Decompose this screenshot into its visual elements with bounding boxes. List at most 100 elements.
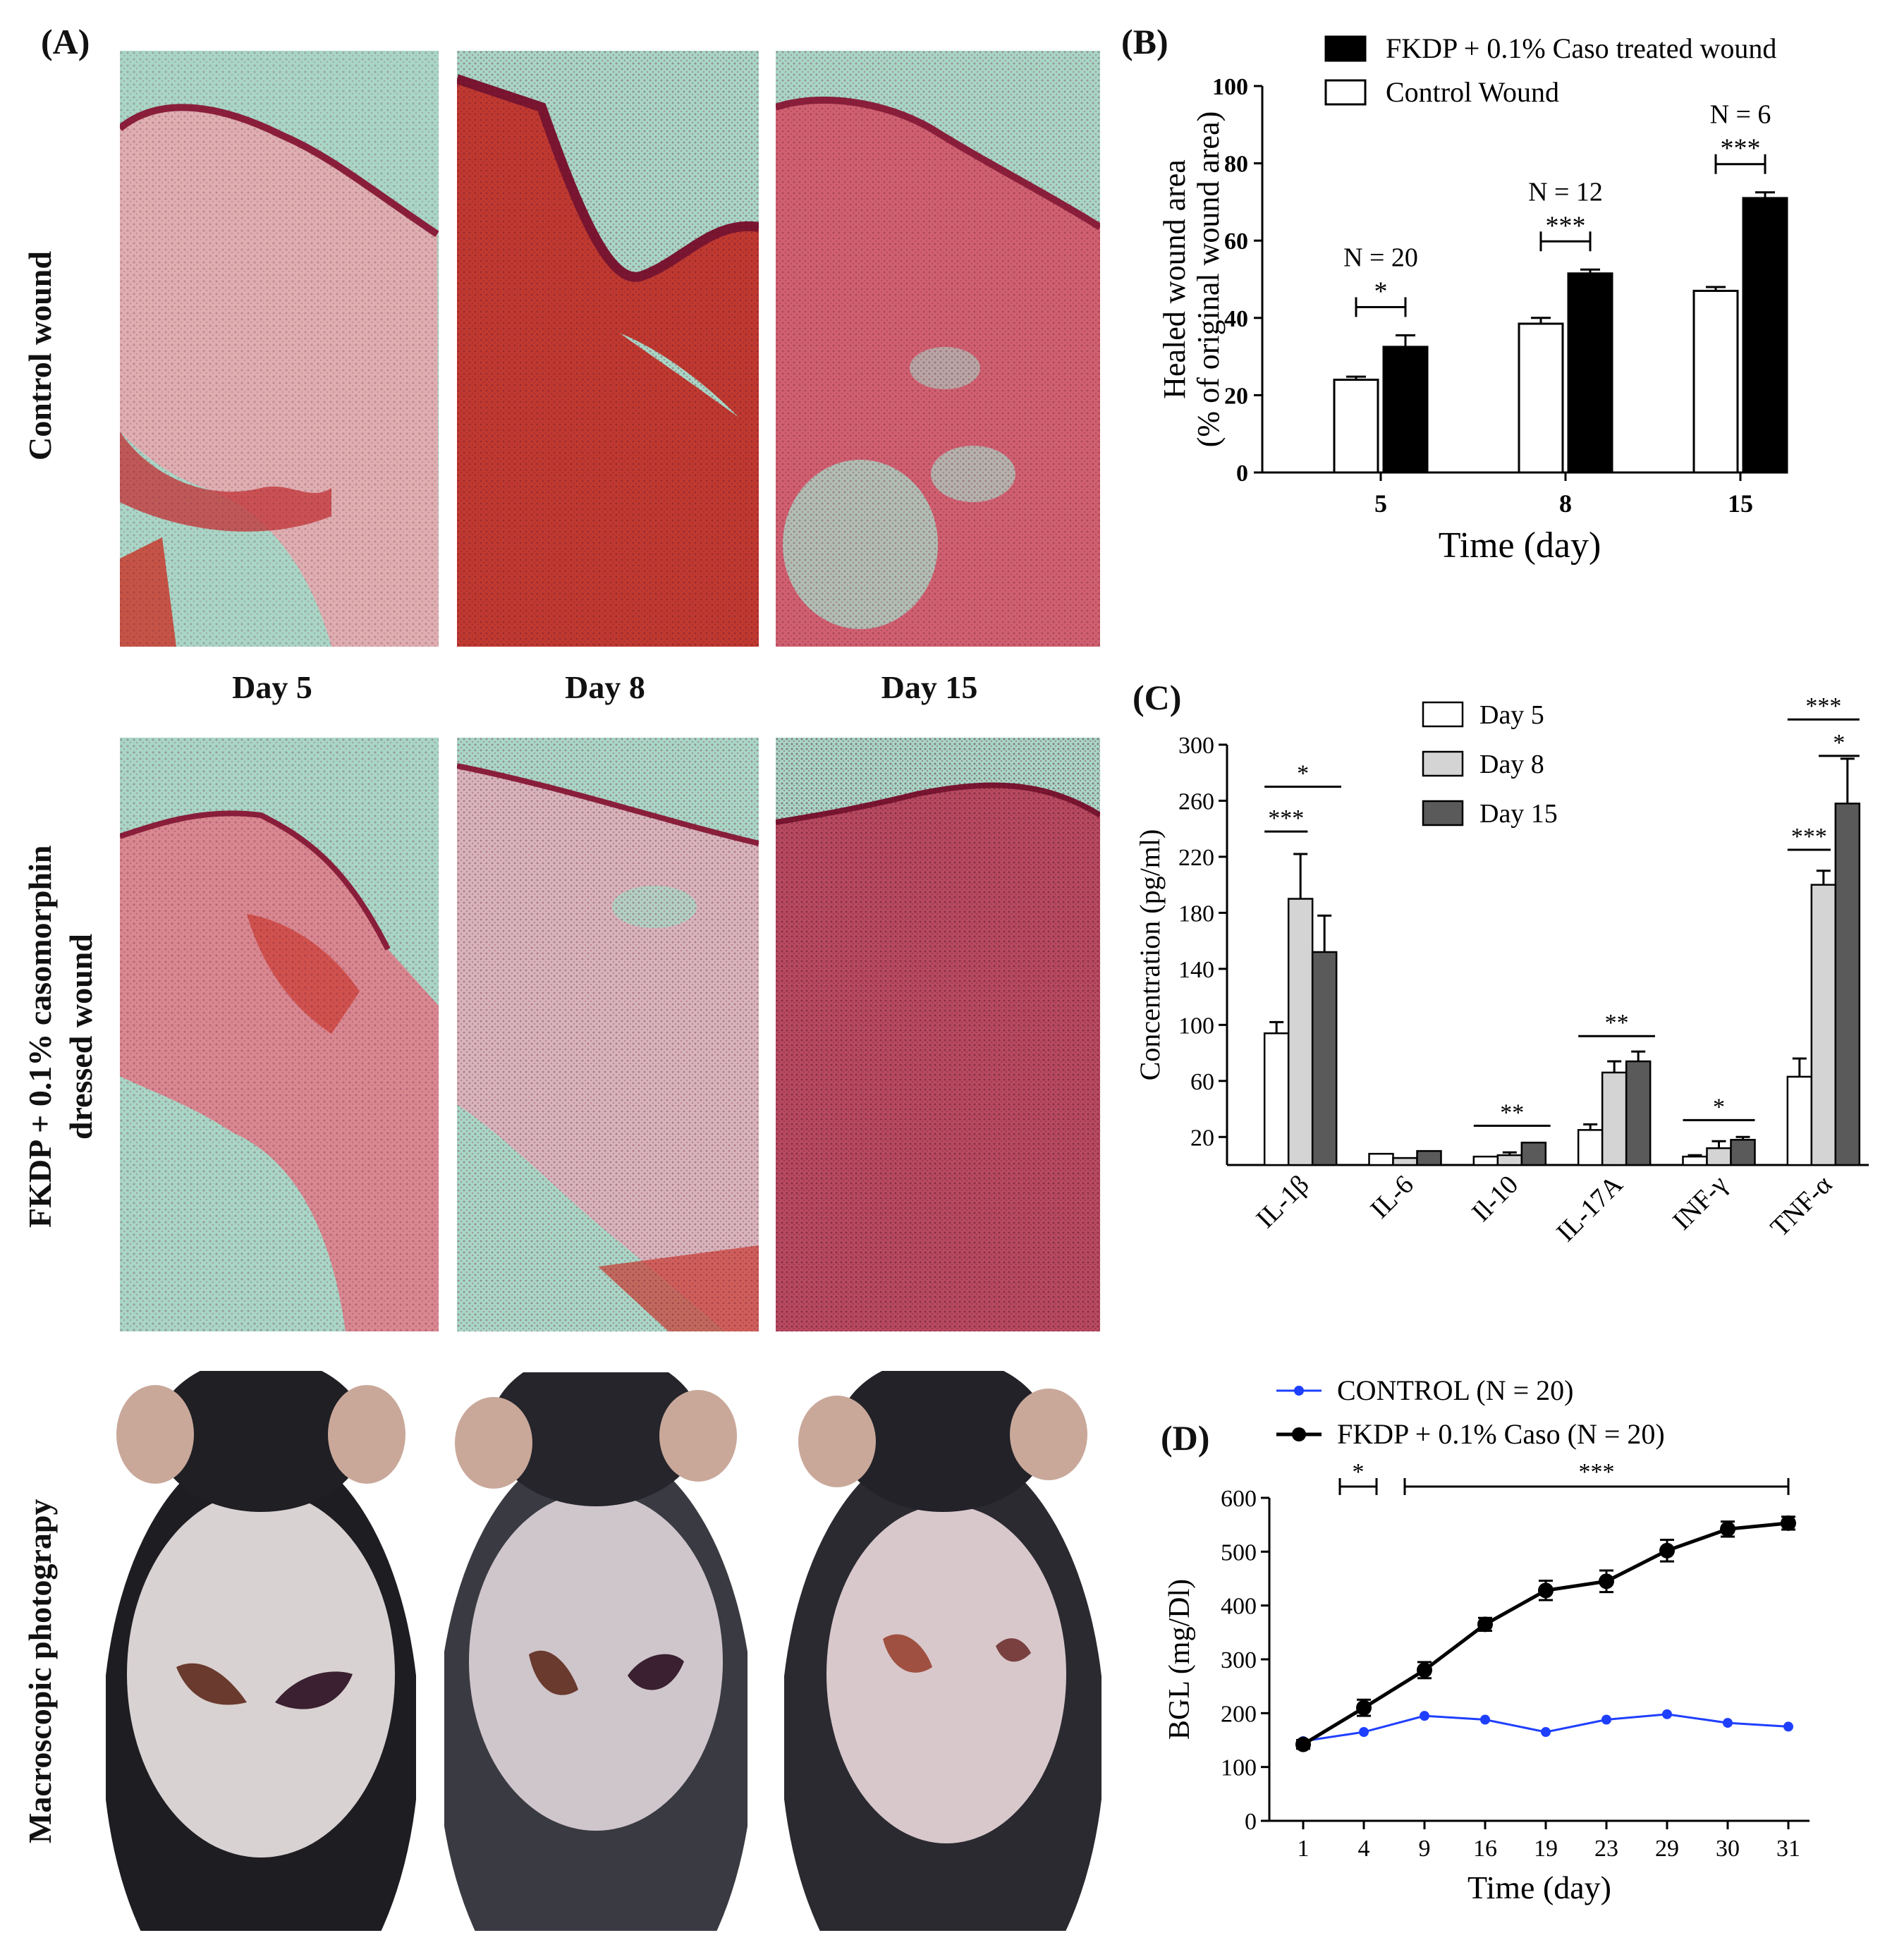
d-point — [1538, 1582, 1554, 1599]
b-y-tick-label: 80 — [1224, 152, 1248, 178]
d-legend-label: FKDP + 0.1% Caso (N = 20) — [1337, 1418, 1665, 1450]
d-point — [1720, 1521, 1735, 1537]
b-y-tick-label: 60 — [1224, 228, 1248, 255]
d-point — [1480, 1714, 1490, 1725]
c-bar — [1311, 951, 1338, 1166]
histology-control-day15 — [776, 51, 1100, 647]
day-label-15: Day 15 — [881, 669, 978, 705]
c-y-tick-label: 140 — [1178, 957, 1214, 983]
d-y-tick-label: 600 — [1221, 1486, 1257, 1512]
c-sig-label: * — [1297, 761, 1309, 787]
b-legend-swatch — [1324, 35, 1367, 62]
panel-c-letter: (C) — [1133, 678, 1182, 717]
day-label-5: Day 5 — [232, 669, 312, 705]
d-x-tick-label: 31 — [1776, 1836, 1800, 1862]
d-sig-label: *** — [1579, 1459, 1615, 1485]
c-y-tick-label: 260 — [1178, 788, 1214, 815]
b-x-tick-label: 5 — [1374, 489, 1387, 518]
d-x-tick-label: 19 — [1534, 1836, 1558, 1862]
d-x-tick-label: 16 — [1473, 1836, 1497, 1862]
b-bar — [1333, 378, 1379, 474]
d-point — [1723, 1718, 1733, 1728]
c-sig-label: *** — [1268, 805, 1304, 831]
c-legend-label: Day 8 — [1479, 750, 1544, 779]
panel-a-letter: (A) — [41, 22, 90, 61]
b-x-tick-label: 15 — [1728, 489, 1753, 518]
b-n-label: N = 12 — [1528, 177, 1603, 207]
c-legend-swatch — [1422, 701, 1464, 728]
b-legend-label: Control Wound — [1386, 76, 1559, 108]
c-y-tick-label: 300 — [1178, 733, 1214, 759]
c-legend-swatch — [1422, 800, 1464, 826]
macro-photo-day8 — [444, 1372, 747, 1931]
b-y-tick-label: 20 — [1224, 383, 1248, 409]
b-sig-label: *** — [1721, 134, 1761, 164]
b-x-axis-title: Time (day) — [1439, 525, 1601, 566]
panel-b-letter: (B) — [1121, 22, 1168, 61]
c-bar — [1287, 898, 1314, 1166]
b-bar — [1518, 322, 1564, 474]
d-y-tick-label: 100 — [1221, 1755, 1257, 1781]
d-point — [1295, 1736, 1311, 1752]
d-x-tick-label: 9 — [1419, 1836, 1431, 1862]
d-point — [1783, 1721, 1793, 1732]
d-point — [1659, 1542, 1675, 1558]
d-y-tick-label: 500 — [1221, 1539, 1257, 1566]
d-x-tick-label: 30 — [1716, 1836, 1740, 1862]
histology-control-day8 — [457, 51, 759, 647]
d-point — [1541, 1727, 1551, 1738]
c-y-tick-label: 100 — [1178, 1013, 1214, 1039]
d-legend-label: CONTROL (N = 20) — [1337, 1374, 1574, 1406]
d-y-tick-label: 400 — [1221, 1594, 1257, 1620]
c-y-tick-label: 60 — [1190, 1069, 1214, 1095]
c-sig-label: * — [1833, 730, 1845, 756]
c-y-tick-label: 180 — [1178, 901, 1214, 927]
c-y-tick-label: 20 — [1190, 1125, 1214, 1151]
d-legend-marker — [1294, 1386, 1304, 1396]
d-point — [1662, 1709, 1672, 1719]
d-y-tick-label: 0 — [1245, 1809, 1257, 1835]
d-series-line — [1302, 1521, 1789, 1746]
d-point — [1417, 1662, 1432, 1678]
b-bar — [1382, 346, 1429, 474]
c-bar — [1520, 1141, 1547, 1166]
histology-control-day5 — [120, 51, 439, 647]
d-point — [1359, 1727, 1369, 1738]
c-bar — [1810, 884, 1837, 1166]
c-bar — [1601, 1071, 1628, 1166]
b-legend-swatch — [1324, 79, 1367, 106]
c-sig-label: *** — [1805, 693, 1841, 719]
d-x-tick-label: 1 — [1298, 1836, 1310, 1862]
b-y-tick-label: 0 — [1236, 460, 1248, 487]
d-legend-marker — [1292, 1427, 1306, 1441]
c-sig-label: ** — [1500, 1099, 1524, 1126]
d-x-tick-label: 23 — [1594, 1836, 1618, 1862]
c-sig-label: *** — [1791, 824, 1827, 850]
d-point — [1477, 1616, 1493, 1633]
b-y-axis-title-2: (% of original wound area) — [1191, 111, 1226, 447]
b-y-tick-label: 40 — [1224, 306, 1248, 332]
b-legend-label: FKDP + 0.1% Caso treated wound — [1386, 32, 1776, 64]
b-y-axis-title: Healed wound area — [1157, 159, 1192, 399]
d-point — [1601, 1714, 1611, 1725]
d-sig-label: * — [1353, 1459, 1365, 1485]
d-y-axis-title: BGL (mg/Dl) — [1164, 1579, 1196, 1740]
macro-photo-day15 — [784, 1371, 1101, 1931]
b-n-label: N = 20 — [1343, 243, 1418, 272]
b-bar — [1567, 272, 1613, 474]
day-label-8: Day 8 — [565, 669, 645, 705]
histology-treated-day8 — [457, 738, 759, 1331]
d-x-axis-title: Time (day) — [1467, 1869, 1611, 1905]
macro-photo-day5 — [106, 1371, 416, 1931]
b-bar — [1692, 289, 1739, 474]
d-x-tick-label: 4 — [1358, 1836, 1370, 1862]
b-sig-label: *** — [1546, 211, 1586, 240]
b-y-tick-label: 100 — [1212, 74, 1248, 100]
b-n-label: N = 6 — [1710, 100, 1771, 130]
panel-d-letter: (D) — [1161, 1418, 1210, 1458]
b-bar — [1742, 197, 1788, 474]
b-sig-label: * — [1374, 276, 1388, 306]
